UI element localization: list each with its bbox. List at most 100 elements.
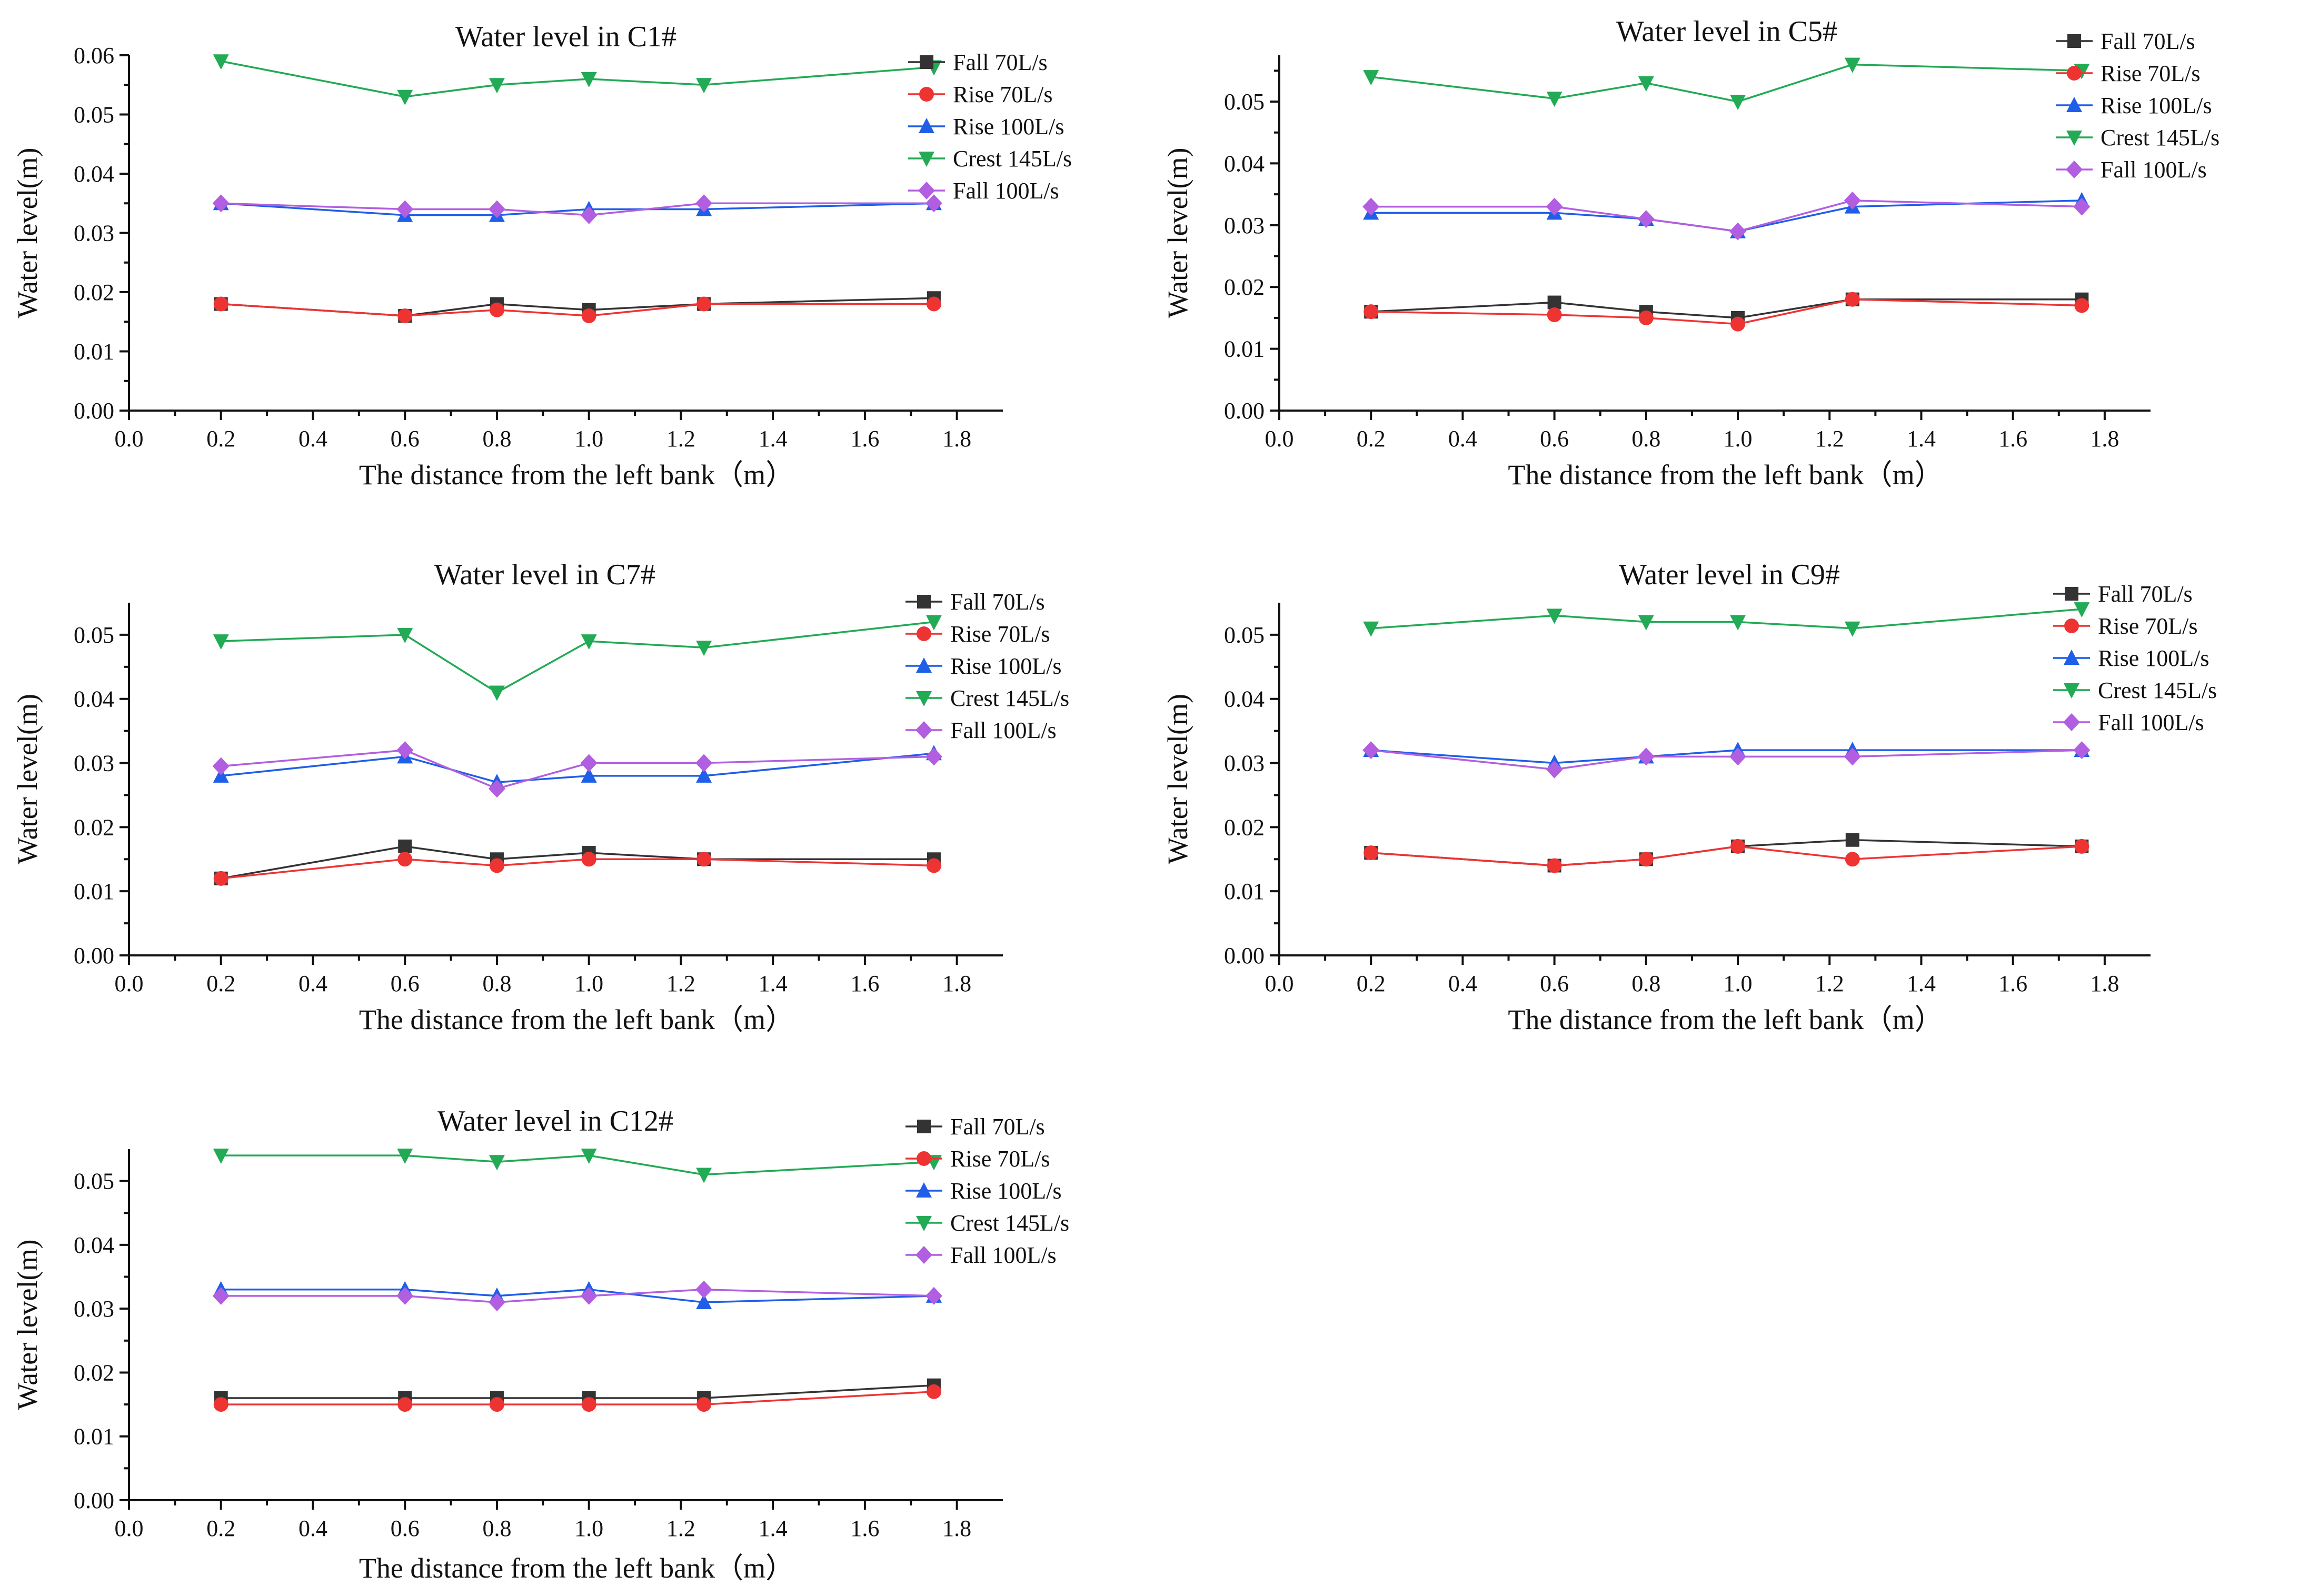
series-line: [221, 1154, 934, 1176]
chart-title: Water level in C9#: [1619, 558, 1840, 591]
series-fall70: [214, 1378, 941, 1405]
data-point: [1729, 222, 1747, 241]
y-tick-label: 0.06: [74, 43, 114, 68]
legend-marker: [916, 657, 932, 673]
data-point: [1546, 92, 1562, 107]
data-point: [213, 296, 228, 312]
legend-marker: [2067, 34, 2081, 48]
x-tick-label: 1.0: [1724, 971, 1753, 996]
x-tick-label: 1.6: [850, 426, 879, 452]
legend-marker: [2064, 650, 2079, 665]
data-point: [581, 1149, 597, 1164]
y-tick-label: 0.02: [1224, 814, 1265, 840]
legend-label: Rise 70L/s: [950, 621, 1050, 647]
chart-title: Water level in C12#: [437, 1105, 673, 1138]
data-point: [396, 741, 414, 760]
data-point: [1730, 839, 1746, 854]
legend-marker: [915, 721, 932, 739]
data-point: [696, 641, 712, 656]
chart-3: Water level in C7# 0.00 0.01 0.02 0.03 0.04 0.…: [12, 558, 1069, 1035]
data-point: [925, 747, 942, 766]
legend-label: Crest 145L/s: [2101, 125, 2220, 151]
legend-label: Rise 70L/s: [950, 1146, 1050, 1172]
series-line: [1371, 845, 2082, 867]
chart-title: Water level in C1#: [455, 21, 676, 53]
x-tick-label: 0.0: [115, 971, 144, 996]
x-tick-label: 1.8: [942, 971, 971, 996]
legend-label: Rise 100L/s: [2101, 93, 2212, 118]
legend-label: Rise 70L/s: [2101, 61, 2200, 86]
legend-marker: [919, 87, 934, 102]
legend-marker: [918, 182, 935, 200]
legend-label: Crest 145L/s: [950, 1210, 1069, 1236]
x-tick-label: 1.8: [942, 426, 971, 452]
legend-label: Rise 100L/s: [953, 114, 1064, 139]
x-tick-label: 1.0: [574, 971, 603, 996]
data-point: [1363, 621, 1379, 637]
data-point: [489, 78, 505, 94]
series-line: [221, 749, 934, 790]
legend-marker: [2064, 683, 2079, 699]
legend: Fall 70L/s Rise 70L/s Rise 100L/s Crest 145…: [2053, 581, 2217, 735]
y-axis-label: Water level(m): [1162, 694, 1193, 864]
x-tick-label: 1.6: [1998, 971, 2027, 996]
legend-marker: [917, 595, 931, 609]
data-point: [580, 754, 598, 772]
series-crest145: [213, 615, 942, 701]
x-tick-label: 0.8: [482, 1515, 511, 1541]
data-point: [1638, 76, 1654, 92]
legend-label: Fall 100L/s: [2098, 710, 2204, 735]
data-point: [2074, 602, 2090, 618]
data-point: [1845, 852, 1860, 867]
series-line: [1371, 749, 2082, 764]
data-point: [696, 1397, 712, 1412]
x-tick-label: 0.4: [298, 971, 327, 996]
series-crest145: [1363, 57, 2090, 111]
x-tick-label: 1.2: [666, 1515, 695, 1541]
x-tick-label: 1.0: [1724, 426, 1753, 452]
data-point: [1638, 615, 1654, 631]
data-point: [1845, 292, 1860, 307]
series-line: [1371, 608, 2082, 630]
y-tick-label: 0.01: [1224, 336, 1265, 362]
x-tick-label: 0.8: [1631, 971, 1660, 996]
x-tick-label: 0.0: [1265, 971, 1294, 996]
data-point: [213, 634, 229, 650]
y-tick-label: 0.00: [1224, 398, 1265, 424]
data-point: [926, 858, 941, 873]
data-point: [489, 302, 504, 317]
x-tick-label: 1.4: [1907, 971, 1936, 996]
legend-marker: [916, 1216, 932, 1231]
legend-marker: [2063, 713, 2080, 731]
series-line: [221, 752, 934, 783]
legend-marker: [917, 1120, 931, 1133]
x-tick-label: 0.4: [1448, 971, 1477, 996]
legend-marker: [919, 152, 934, 167]
x-tick-label: 0.4: [298, 1515, 327, 1541]
data-point: [2073, 741, 2091, 760]
x-tick-label: 0.8: [1631, 426, 1660, 452]
data-point: [1363, 70, 1379, 86]
data-point: [581, 634, 597, 650]
series-rise70: [213, 852, 941, 886]
data-point: [925, 194, 942, 213]
data-point: [2074, 839, 2089, 854]
legend: Fall 70L/s Rise 70L/s Rise 100L/s Crest 145…: [2056, 28, 2220, 183]
x-tick-label: 0.6: [1540, 426, 1569, 452]
data-point: [581, 852, 596, 867]
legend-label: Fall 70L/s: [950, 1114, 1045, 1140]
data-point: [212, 757, 230, 775]
chart-4: Water level in C9# 0.00 0.01 0.02 0.03 0.04 0.…: [1162, 558, 2217, 1035]
y-tick-label: 0.00: [74, 398, 114, 424]
data-point: [397, 89, 413, 105]
y-tick-label: 0.04: [74, 1232, 114, 1258]
y-tick-label: 0.02: [1224, 274, 1265, 300]
x-tick-label: 0.6: [1540, 971, 1569, 996]
x-axis-label: The distance from the left bank（m）: [1508, 1004, 1943, 1035]
x-tick-label: 1.8: [942, 1515, 971, 1541]
x-tick-label: 0.8: [482, 971, 511, 996]
legend: Fall 70L/s Rise 70L/s Rise 100L/s Crest 145…: [908, 49, 1072, 204]
data-point: [213, 54, 229, 70]
data-point: [580, 1286, 598, 1305]
data-point: [696, 296, 712, 312]
